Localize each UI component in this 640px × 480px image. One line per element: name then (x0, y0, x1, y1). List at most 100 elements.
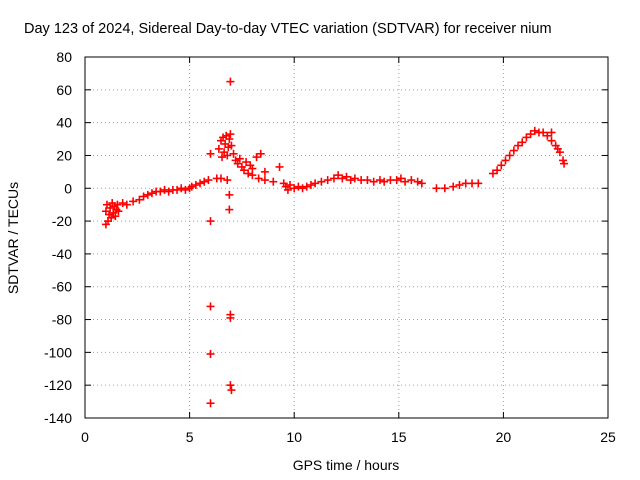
data-point (455, 180, 464, 189)
data-point (413, 177, 422, 186)
data-point (187, 182, 196, 191)
axis-ticks: 0 5 10 15 20 25 -140 -120 -100 -80 -60 -40 -20 0 20 40 6… (44, 49, 616, 445)
data-point (106, 203, 115, 212)
data-point (111, 212, 120, 221)
data-point (173, 185, 182, 194)
data-point (505, 151, 514, 160)
data-point (298, 184, 307, 193)
x-tick-label: 10 (286, 429, 302, 445)
y-tick-label: -100 (44, 344, 72, 360)
data-point (135, 195, 144, 204)
data-point (206, 350, 215, 359)
data-point (200, 177, 209, 186)
data-point (227, 386, 236, 395)
data-point (129, 197, 138, 206)
y-tick-label: -60 (52, 279, 72, 295)
data-point (114, 207, 123, 216)
data-point (302, 182, 311, 191)
data-point (375, 176, 384, 185)
data-point (248, 171, 257, 180)
x-axis-label: GPS time / hours (293, 457, 400, 473)
data-point (363, 176, 372, 185)
data-point (242, 158, 251, 167)
data-point (223, 151, 232, 160)
data-point (294, 182, 303, 191)
data-point (547, 128, 556, 137)
y-axis-label: SDTVAR / TECUs (5, 182, 21, 294)
data-point (147, 189, 156, 198)
data-point (350, 174, 359, 183)
data-point (225, 135, 234, 144)
data-point (417, 179, 426, 188)
data-point (553, 144, 562, 153)
data-point (432, 184, 441, 193)
data-point (407, 176, 416, 185)
y-tick-label: 60 (56, 82, 72, 98)
data-point (526, 130, 535, 139)
y-tick-label: 0 (64, 180, 72, 196)
data-point (226, 77, 235, 86)
data-point (177, 184, 186, 193)
data-point (323, 176, 332, 185)
y-tick-label: -40 (52, 246, 72, 262)
data-point (547, 136, 556, 145)
x-tick-label: 25 (600, 429, 616, 445)
data-point (497, 161, 506, 170)
data-point (493, 166, 502, 175)
data-point (252, 153, 261, 162)
data-point (543, 131, 552, 140)
data-point (229, 149, 238, 158)
data-point (269, 177, 278, 186)
data-point (449, 182, 458, 191)
data-point (396, 174, 405, 183)
data-point (283, 185, 292, 194)
data-point (226, 381, 235, 390)
data-point (254, 174, 263, 183)
data-point (122, 200, 131, 209)
data-point (560, 159, 569, 168)
data-point (334, 171, 343, 180)
grid (85, 57, 608, 418)
data-point (235, 154, 244, 163)
y-tick-label: -20 (52, 213, 72, 229)
x-tick-label: 5 (186, 429, 194, 445)
data-point (206, 399, 215, 408)
data-point (107, 213, 116, 222)
data-point (244, 169, 253, 178)
data-point (329, 174, 338, 183)
data-point (401, 177, 410, 186)
data-point (275, 162, 284, 171)
data-point (260, 176, 269, 185)
data-point (223, 176, 232, 185)
plot-frame (84, 56, 609, 419)
data-point (196, 179, 205, 188)
data-point (143, 190, 152, 199)
data-point (509, 146, 518, 155)
data-point (239, 166, 248, 175)
data-point (225, 190, 234, 199)
data-point (440, 184, 449, 193)
data-point (227, 141, 236, 150)
y-tick-label: -140 (44, 410, 72, 426)
y-tick-label: 20 (56, 147, 72, 163)
data-point (369, 177, 378, 186)
data-point (488, 169, 497, 178)
data-point (306, 180, 315, 189)
data-point (204, 176, 213, 185)
y-tick-label: -80 (52, 312, 72, 328)
data-point (317, 177, 326, 186)
data-point (225, 205, 234, 214)
data-point (206, 302, 215, 311)
data-point (206, 149, 215, 158)
data-point (164, 187, 173, 196)
data-point (181, 185, 190, 194)
data-point (380, 177, 389, 186)
data-point (214, 144, 223, 153)
data-point (226, 313, 235, 322)
data-point (501, 156, 510, 165)
x-tick-label: 0 (81, 429, 89, 445)
data-point (474, 179, 483, 188)
data-point (139, 192, 148, 201)
chart-title: Day 123 of 2024, Sidereal Day-to-day VTE… (24, 21, 552, 37)
